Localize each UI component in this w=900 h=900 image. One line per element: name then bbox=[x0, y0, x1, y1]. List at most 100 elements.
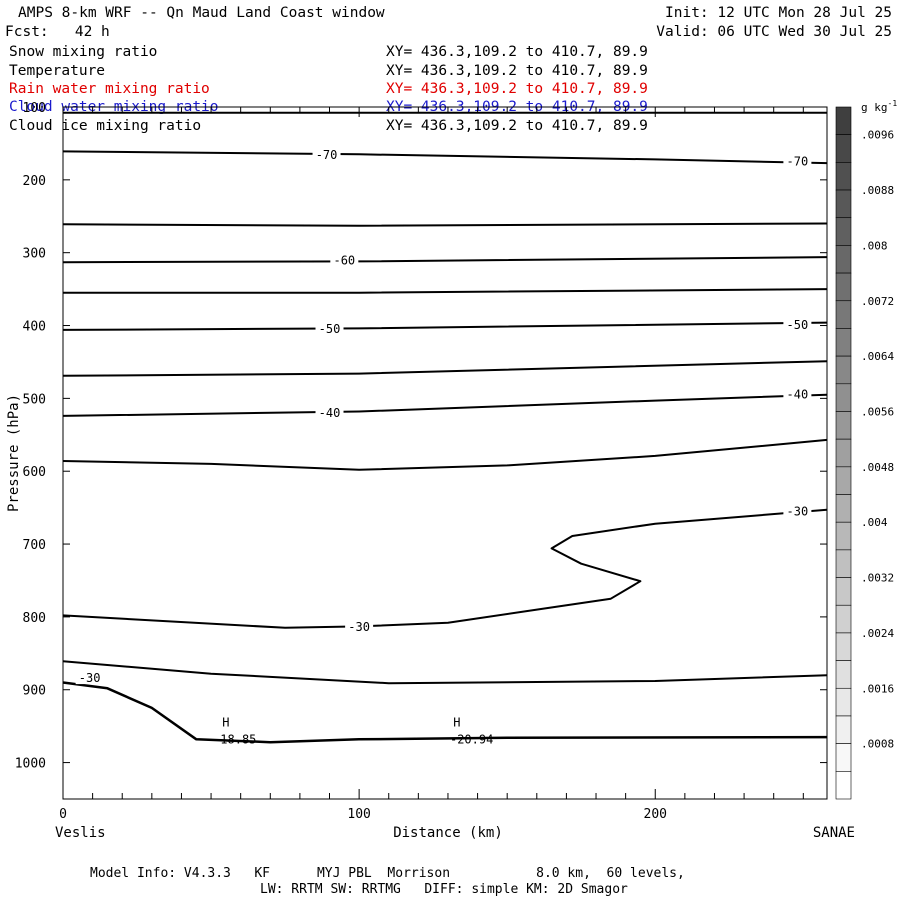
field-name-snow: Snow mixing ratio bbox=[9, 44, 158, 60]
contour-label: -40 bbox=[319, 406, 341, 420]
colorbar-swatch bbox=[835, 217, 852, 246]
colorbar-tick-label: .0088 bbox=[861, 184, 894, 197]
left-endpoint-label: Veslis bbox=[55, 825, 106, 841]
init-time: Init: 12 UTC Mon 28 Jul 25 bbox=[665, 5, 892, 21]
y-axis: 100 200 300 400 500 600 700 800 900 1000 bbox=[15, 101, 827, 772]
isotherm-line bbox=[62, 256, 828, 264]
field-name-temperature: Temperature bbox=[9, 63, 106, 79]
high-marker: H bbox=[453, 716, 460, 730]
colorbar-unit-superscript: -1 bbox=[888, 99, 898, 108]
contour-label-halo bbox=[783, 317, 812, 331]
isotherm-line bbox=[62, 508, 828, 629]
colorbar-swatch bbox=[835, 272, 852, 302]
colorbar-unit-text: g kg bbox=[861, 101, 888, 114]
colorbar-swatch bbox=[835, 383, 852, 412]
colorbar-swatch bbox=[835, 577, 852, 606]
contour-label-halo bbox=[75, 671, 104, 685]
field-name-rain: Rain water mixing ratio bbox=[9, 81, 210, 97]
field-xy-rain: XY= 436.3,109.2 to 410.7, 89.9 bbox=[386, 81, 648, 97]
colorbar-tick-label: .0016 bbox=[861, 682, 894, 695]
isotherm-line bbox=[63, 288, 828, 294]
field-xy-snow: XY= 436.3,109.2 to 410.7, 89.9 bbox=[386, 44, 648, 60]
contour-label: -30 bbox=[348, 620, 370, 634]
colorbar-swatch bbox=[835, 494, 852, 523]
colorbar-swatch bbox=[835, 411, 852, 440]
y-tick-label: 900 bbox=[23, 684, 46, 699]
y-tick-label: 200 bbox=[23, 174, 46, 189]
colorbar-swatch bbox=[835, 466, 852, 495]
colorbar-swatch bbox=[835, 660, 852, 689]
colorbar-swatch bbox=[835, 245, 852, 274]
contour-label-halo bbox=[345, 620, 374, 634]
isotherm-line bbox=[62, 360, 828, 377]
colorbar-tick-label: .0056 bbox=[861, 405, 894, 418]
colorbar-swatch bbox=[835, 771, 852, 800]
colorbar-swatch bbox=[835, 632, 852, 661]
colorbar-swatch bbox=[835, 162, 852, 191]
isotherm-layer bbox=[62, 111, 828, 744]
contour-label-halo bbox=[315, 405, 344, 419]
contour-label: -70 bbox=[787, 155, 809, 169]
extremum-value: -18.85 bbox=[213, 732, 256, 746]
high-marker: H bbox=[222, 716, 229, 730]
x-tick-label: 200 bbox=[644, 807, 667, 822]
contour-label-halo bbox=[330, 253, 359, 267]
contour-label-halo bbox=[783, 387, 812, 401]
colorbar-swatch bbox=[835, 189, 852, 219]
isotherm-line bbox=[62, 393, 828, 417]
colorbar-tick-label: .008 bbox=[861, 239, 888, 252]
colorbar-swatch bbox=[835, 604, 852, 634]
isotherm-line bbox=[62, 150, 828, 165]
colorbar-tick-label: .0008 bbox=[861, 738, 894, 751]
model-info-line2: LW: RRTM SW: RRTMG DIFF: simple KM: 2D S… bbox=[260, 882, 628, 897]
colorbar-tick-label: .0064 bbox=[861, 350, 894, 363]
y-tick-label: 400 bbox=[23, 320, 46, 335]
forecast-hour: Fcst: 42 h bbox=[5, 24, 110, 40]
y-tick-label: 500 bbox=[23, 392, 46, 407]
isotherm-line bbox=[62, 321, 828, 331]
y-tick-label: 800 bbox=[23, 611, 46, 626]
colorbar-swatch bbox=[835, 438, 852, 468]
colorbar-swatch bbox=[835, 521, 852, 551]
y-tick-label: 300 bbox=[23, 247, 46, 262]
colorbar-swatch bbox=[835, 715, 852, 744]
isotherm-line bbox=[62, 681, 828, 744]
colorbar-tick-label: .0096 bbox=[861, 129, 894, 142]
contour-label-halo bbox=[783, 504, 812, 518]
colorbar-tick-label: .0032 bbox=[861, 572, 894, 585]
y-tick-label: 100 bbox=[23, 101, 46, 116]
right-endpoint-label: SANAE bbox=[813, 825, 855, 841]
field-name-cloud-ice: Cloud ice mixing ratio bbox=[9, 118, 202, 134]
colorbar-swatch bbox=[835, 355, 852, 385]
field-xy-temperature: XY= 436.3,109.2 to 410.7, 89.9 bbox=[386, 63, 648, 79]
contour-label: -70 bbox=[316, 148, 338, 162]
colorbar: .0096 .0088 .008 .0072 .0064 .0056 .0048 .004 .0… bbox=[835, 106, 894, 800]
colorbar-tick-label: .004 bbox=[861, 516, 888, 529]
colorbar-swatch bbox=[835, 300, 852, 329]
colorbar-swatch bbox=[835, 106, 852, 135]
model-info-line1: Model Info: V4.3.3 KF MYJ PBL Morrison 8… bbox=[90, 866, 685, 881]
contour-label-halo bbox=[783, 154, 812, 168]
contour-label-halo bbox=[312, 148, 341, 162]
isotherm-line bbox=[62, 222, 828, 227]
extremum-value: -20.94 bbox=[450, 732, 493, 746]
contour-label: -40 bbox=[787, 388, 809, 402]
colorbar-tick-label: .0048 bbox=[861, 461, 894, 474]
colorbar-unit: g kg-1 bbox=[861, 99, 897, 114]
isotherm-line bbox=[62, 660, 828, 685]
colorbar-swatch bbox=[835, 549, 852, 578]
y-axis-title: Pressure (hPa) bbox=[6, 394, 22, 512]
x-tick-label: 100 bbox=[347, 807, 370, 822]
contour-label: -30 bbox=[787, 504, 809, 518]
y-tick-label: 700 bbox=[23, 538, 46, 553]
contour-label: -60 bbox=[333, 254, 355, 268]
colorbar-tick-label: .0024 bbox=[861, 627, 894, 640]
contour-label: -50 bbox=[787, 318, 809, 332]
plot-frame bbox=[62, 106, 828, 800]
colorbar-swatch bbox=[835, 687, 852, 717]
figure-title: AMPS 8-km WRF -- Qn Maud Land Coast wind… bbox=[18, 5, 385, 21]
isotherm-line bbox=[62, 438, 828, 471]
contour-label-halo bbox=[315, 322, 344, 336]
field-xy-cloud-ice: XY= 436.3,109.2 to 410.7, 89.9 bbox=[386, 118, 648, 134]
